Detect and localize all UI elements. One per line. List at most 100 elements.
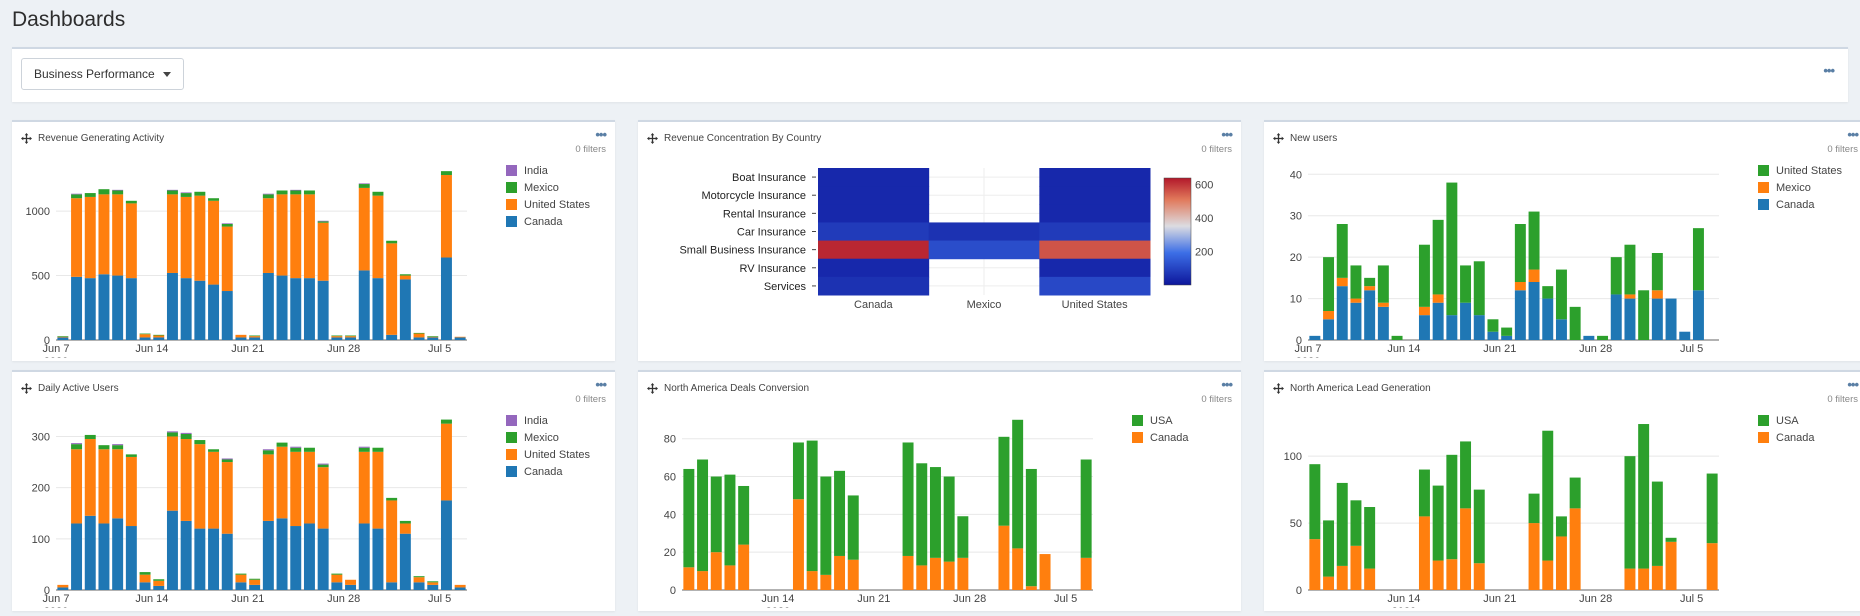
legend-swatch (506, 199, 517, 210)
bar (57, 587, 69, 590)
bar (1542, 560, 1554, 590)
bar (262, 194, 274, 199)
bar (427, 582, 439, 585)
dashboard-toolbar: Business Performance ••• (12, 47, 1848, 102)
x-tick-label: Jul 5 (1680, 593, 1703, 605)
bar (1309, 335, 1321, 340)
panel-more-icon[interactable]: ••• (1847, 377, 1859, 392)
y-tick-label: 100 (1284, 451, 1302, 463)
bar (84, 196, 96, 279)
panel-more-icon[interactable]: ••• (1847, 127, 1859, 142)
x-tick-label: Jun 21 (231, 343, 264, 355)
panel-more-icon[interactable]: ••• (1221, 127, 1233, 142)
x-tick-label: Jun 14 (135, 593, 168, 605)
y-tick-label: 0 (44, 335, 50, 347)
x-tick-label: Jun 7 (1295, 343, 1322, 355)
bar (194, 528, 206, 590)
bar (440, 423, 452, 501)
dashboard-panel: Daily Active Users ••• 0 filters 0 100 200 300… (12, 370, 615, 611)
bar (358, 187, 370, 271)
bar (1432, 302, 1444, 340)
bar (180, 193, 192, 197)
bar (929, 557, 941, 590)
move-icon[interactable] (647, 133, 658, 144)
bar (317, 221, 329, 223)
move-icon[interactable] (21, 383, 32, 394)
bar (1473, 563, 1485, 590)
x-tick-label: Jun 21 (231, 593, 264, 605)
dashboard-select-label: Business Performance (34, 67, 155, 81)
bar (1432, 294, 1444, 303)
bar (57, 337, 69, 340)
bar (358, 451, 370, 524)
toolbar-more-icon[interactable]: ••• (1823, 63, 1835, 78)
x-tick-label: Jul 5 (1680, 343, 1703, 355)
bar (1692, 290, 1704, 340)
page-title: Dashboards (12, 8, 126, 31)
bar (180, 192, 192, 194)
bar (1528, 493, 1540, 524)
panel-filters-count: 0 filters (575, 144, 606, 155)
dashboard-select-dropdown[interactable]: Business Performance (21, 58, 184, 90)
heatmap-cell (1039, 186, 1151, 205)
bar (1309, 539, 1321, 590)
bar (440, 175, 452, 258)
bar (112, 190, 124, 195)
panel-more-icon[interactable]: ••• (1221, 377, 1233, 392)
bar (386, 240, 398, 244)
heatmap-cell (1039, 204, 1151, 223)
bar (1350, 500, 1362, 546)
bar (806, 440, 818, 572)
move-icon[interactable] (21, 133, 32, 144)
panel-more-icon[interactable]: ••• (595, 127, 607, 142)
move-icon[interactable] (1273, 133, 1284, 144)
panel-more-icon[interactable]: ••• (595, 377, 607, 392)
bar (194, 444, 206, 529)
bar (358, 184, 370, 188)
bar (1460, 441, 1472, 509)
bar (249, 584, 261, 590)
bar (153, 585, 165, 590)
move-icon[interactable] (647, 383, 658, 394)
y-tick-label: Car Insurance (737, 227, 806, 239)
bar (1665, 537, 1677, 542)
bar (235, 582, 247, 590)
bar (1706, 473, 1718, 544)
bar (1665, 298, 1677, 340)
bar (1501, 327, 1513, 336)
bar (386, 243, 398, 335)
bar (71, 449, 83, 524)
bar (1555, 319, 1567, 340)
bar (1350, 545, 1362, 590)
bar (208, 528, 220, 590)
heatmap-cell (818, 276, 930, 296)
bar (386, 582, 398, 590)
bar (153, 580, 165, 586)
bar (84, 278, 96, 340)
bar (331, 573, 343, 575)
bar (1309, 464, 1321, 540)
bar (1432, 560, 1444, 590)
bar (1638, 290, 1650, 340)
x-tick-label: Jun 21 (1483, 343, 1516, 355)
y-tick-label: Small Business Insurance (679, 245, 806, 257)
bar (71, 194, 83, 199)
bar (957, 557, 969, 590)
panel-header: Revenue Generating Activity (21, 133, 164, 144)
bar (317, 280, 329, 340)
bar (1446, 182, 1458, 316)
bar (957, 516, 969, 558)
y-tick-label: 10 (1290, 294, 1302, 306)
legend-label: Mexico (524, 182, 559, 194)
heatmap-cell (1039, 168, 1151, 187)
bar (331, 582, 343, 590)
bar (386, 497, 398, 501)
bar (683, 468, 695, 568)
bar (345, 335, 357, 337)
bar (1377, 306, 1389, 340)
legend-label: Canada (1150, 432, 1189, 444)
move-icon[interactable] (1273, 383, 1284, 394)
dashboard-panel: North America Lead Generation ••• 0 filter… (1264, 370, 1860, 611)
bar (208, 451, 220, 529)
legend-swatch (1132, 415, 1143, 426)
